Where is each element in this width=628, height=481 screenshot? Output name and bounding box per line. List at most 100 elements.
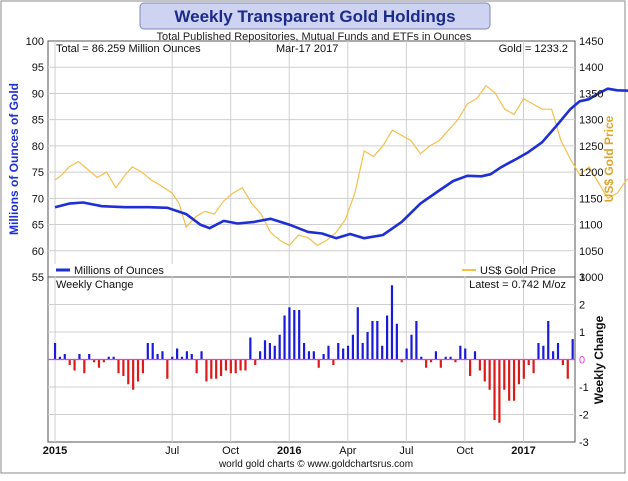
weekly-change-bar bbox=[488, 359, 491, 390]
weekly-change-bar bbox=[381, 345, 384, 360]
weekly-change-bar bbox=[517, 359, 521, 385]
weekly-change-bar bbox=[547, 321, 550, 360]
legend-gold-label: US$ Gold Price bbox=[480, 265, 556, 277]
weekly-change-bar bbox=[337, 343, 340, 360]
y2-tick-label: 1400 bbox=[579, 62, 603, 74]
gold-annotation: Gold = 1233.2 bbox=[499, 43, 568, 55]
change-axis-title: Weekly Change bbox=[592, 315, 606, 404]
weekly-change-bar bbox=[361, 343, 364, 360]
total-annotation: Total = 86.259 Million Ounces bbox=[56, 43, 201, 55]
weekly-change-bar bbox=[571, 339, 574, 360]
weekly-change-bar bbox=[83, 359, 86, 374]
weekly-change-bar bbox=[429, 359, 433, 363]
change-tick-label: 3 bbox=[579, 272, 585, 284]
x-tick-label: Apr bbox=[339, 445, 356, 457]
weekly-change-bar bbox=[63, 354, 66, 360]
change-tick-label: 2 bbox=[579, 300, 585, 312]
weekly-change-bar bbox=[312, 351, 315, 360]
weekly-change-bar bbox=[293, 310, 296, 360]
x-tick-label: 2015 bbox=[43, 445, 67, 457]
legend-gold-bg bbox=[456, 264, 574, 276]
weekly-change-bar bbox=[107, 356, 110, 360]
x-tick-label: Oct bbox=[222, 445, 239, 457]
weekly-change-bar bbox=[434, 351, 438, 360]
weekly-change-bar bbox=[469, 359, 472, 376]
grid-layer bbox=[48, 41, 575, 442]
left-axis-title: Millions of Ounces of Gold bbox=[7, 83, 21, 235]
weekly-change-bar bbox=[405, 348, 408, 360]
chart-title: Weekly Transparent Gold Holdings bbox=[174, 7, 455, 26]
weekly-change-bar bbox=[180, 356, 184, 360]
date-annotation: Mar-17 2017 bbox=[276, 43, 338, 55]
weekly-change-bar bbox=[239, 359, 242, 371]
x-tick-label: 2017 bbox=[511, 445, 535, 457]
change-tick-label: -2 bbox=[579, 410, 589, 422]
weekly-change-bar bbox=[68, 359, 71, 365]
weekly-change-bar bbox=[200, 351, 203, 360]
weekly-change-bar bbox=[478, 359, 481, 371]
weekly-change-bar bbox=[400, 359, 403, 363]
gold-price-line bbox=[54, 84, 628, 247]
legend-holdings-label: Millions of Ounces bbox=[74, 265, 164, 277]
weekly-change-bar bbox=[117, 359, 120, 374]
weekly-change-bar bbox=[566, 359, 569, 379]
y2-tick-label: 1100 bbox=[579, 220, 603, 232]
weekly-change-bar bbox=[561, 359, 564, 365]
y-tick-label: 70 bbox=[32, 193, 44, 205]
y-tick-label: 90 bbox=[32, 88, 44, 100]
weekly-change-bar bbox=[508, 359, 511, 401]
weekly-change-bar bbox=[302, 343, 306, 360]
weekly-change-bar bbox=[498, 359, 501, 423]
latest-annotation: Latest = 0.742 M/oz bbox=[469, 279, 566, 291]
y-tick-label: 60 bbox=[32, 246, 44, 258]
weekly-change-bar bbox=[190, 354, 193, 360]
weekly-change-bar bbox=[112, 356, 115, 360]
weekly-change-bar bbox=[512, 359, 516, 401]
weekly-change-bar bbox=[224, 359, 228, 371]
weekly-change-bar bbox=[390, 285, 394, 360]
footer-credit: world gold charts © www.goldchartsrus.co… bbox=[218, 459, 413, 470]
weekly-change-bar bbox=[415, 321, 418, 360]
weekly-change-bar bbox=[298, 310, 301, 360]
weekly-change-bar bbox=[185, 351, 188, 360]
weekly-change-bar bbox=[88, 354, 91, 360]
y-tick-label: 55 bbox=[32, 272, 44, 284]
title-banner bbox=[139, 2, 491, 30]
weekly-change-bar bbox=[92, 359, 96, 363]
y-tick-label: 75 bbox=[32, 167, 44, 179]
weekly-change-bar bbox=[273, 345, 276, 360]
weekly-change-bar bbox=[102, 359, 105, 363]
weekly-change-bar bbox=[493, 359, 496, 420]
x-tick-label: Oct bbox=[456, 445, 473, 457]
weekly-change-bar bbox=[249, 337, 252, 360]
holdings-line bbox=[54, 87, 628, 240]
weekly-change-bar bbox=[439, 359, 442, 368]
weekly-change-bar bbox=[420, 356, 423, 360]
weekly-change-bar bbox=[263, 340, 267, 360]
weekly-change-bar bbox=[473, 351, 477, 360]
change-tick-label: 1 bbox=[579, 327, 585, 339]
weekly-change-bar bbox=[346, 345, 350, 360]
weekly-change-bar bbox=[78, 354, 81, 360]
y2-tick-label: 1300 bbox=[579, 115, 603, 127]
weekly-change-bar bbox=[210, 359, 213, 379]
x-tick-label: Jul bbox=[399, 445, 413, 457]
weekly-change-bar bbox=[161, 351, 164, 360]
weekly-change-bar bbox=[503, 359, 506, 390]
weekly-change-bar bbox=[127, 359, 130, 385]
weekly-change-bar bbox=[215, 359, 218, 379]
weekly-change-bar bbox=[176, 348, 179, 360]
weekly-change-bar bbox=[376, 321, 379, 360]
weekly-change-bar bbox=[356, 307, 359, 360]
weekly-change-bar bbox=[205, 359, 208, 382]
weekly-change-bar bbox=[395, 323, 398, 360]
y2-tick-label: 1200 bbox=[579, 167, 603, 179]
y-tick-label: 80 bbox=[32, 141, 44, 153]
weekly-change-bar bbox=[307, 351, 311, 360]
weekly-change-bar bbox=[542, 345, 545, 360]
weekly-change-bar bbox=[73, 359, 76, 371]
weekly-change-bar bbox=[322, 354, 325, 360]
legend-holdings-bg bbox=[49, 264, 189, 276]
right-axis-title: US$ Gold Price bbox=[602, 115, 616, 202]
